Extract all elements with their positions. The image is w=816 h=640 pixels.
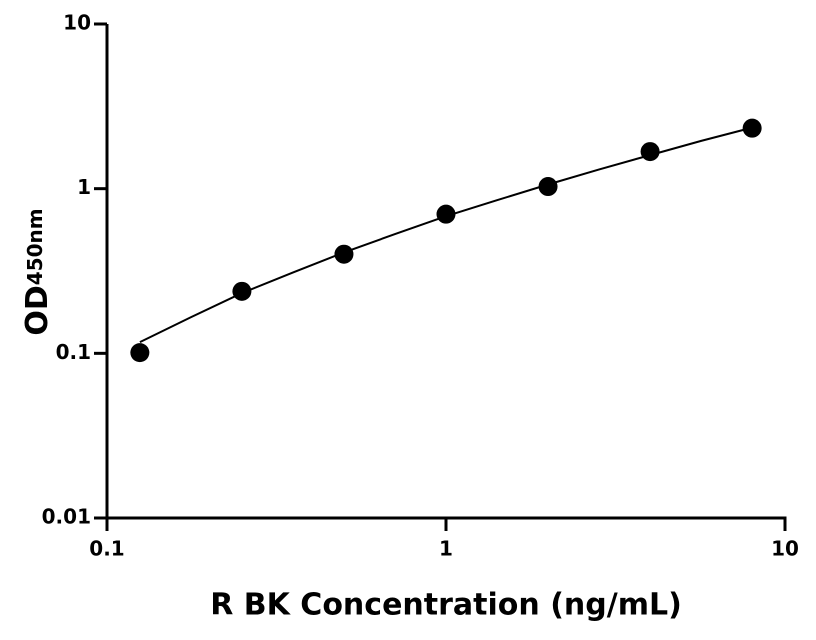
x-tick-label: 10 (771, 537, 799, 561)
data-point (232, 281, 252, 301)
data-point (742, 118, 762, 138)
y-tick-label: 0.01 (42, 505, 91, 529)
x-tick-label: 1 (439, 537, 453, 561)
fit-curve (139, 126, 753, 343)
data-point (130, 343, 150, 363)
data-point (538, 177, 558, 197)
y-tick-label: 0.1 (56, 340, 91, 364)
y-tick-label: 10 (63, 11, 91, 35)
y-axis-label: OD450nm (20, 208, 55, 335)
data-point (436, 204, 456, 224)
x-tick-label: 0.1 (89, 537, 124, 561)
y-tick-label: 1 (77, 175, 91, 199)
data-point (334, 244, 354, 264)
y-axis-label-main: OD (20, 285, 55, 335)
x-axis-label: R BK Concentration (ng/mL) (210, 588, 682, 623)
y-axis-label-sub: 450nm (23, 208, 47, 285)
data-point (640, 142, 660, 162)
